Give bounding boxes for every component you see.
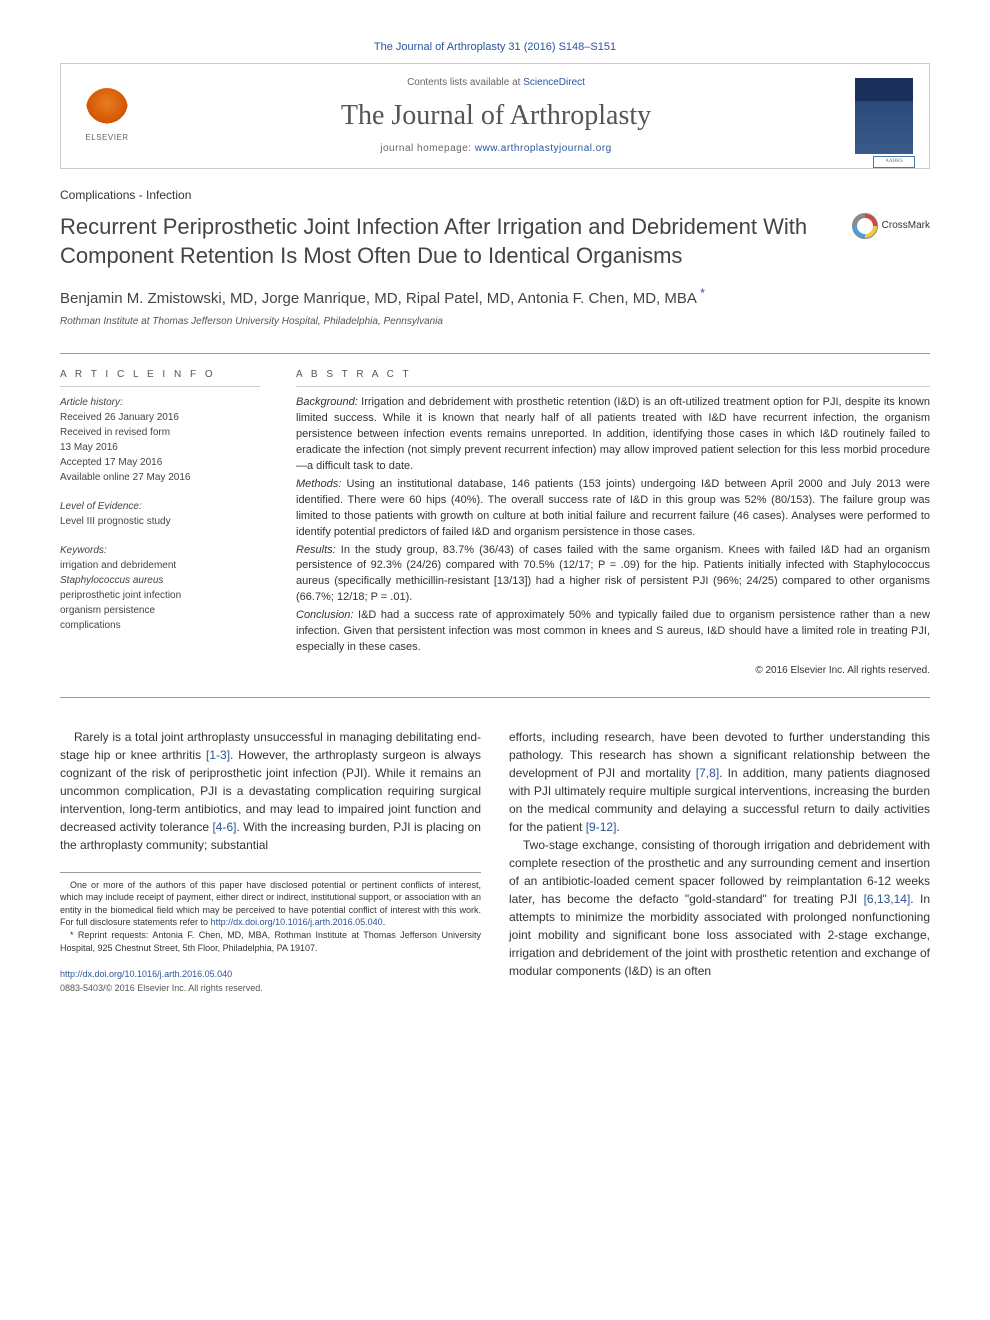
results-text: In the study group, 83.7% (36/43) of cas… bbox=[296, 544, 930, 604]
citation-link[interactable]: [6,13,14] bbox=[864, 892, 911, 906]
article-category: Complications - Infection bbox=[60, 187, 930, 204]
journal-cover-thumbnail[interactable] bbox=[855, 78, 913, 154]
citation-link[interactable]: [9-12] bbox=[586, 820, 617, 834]
history-label: Article history: bbox=[60, 397, 123, 408]
body-paragraph: Two-stage exchange, consisting of thorou… bbox=[509, 836, 930, 980]
abstract-background: Background: Irrigation and debridement w… bbox=[296, 395, 930, 475]
conclusion-text: I&D had a success rate of approximately … bbox=[296, 609, 930, 653]
info-abstract-row: A R T I C L E I N F O Article history: R… bbox=[60, 353, 930, 698]
elsevier-logo[interactable]: ELSEVIER bbox=[77, 81, 137, 151]
body-paragraph: Rarely is a total joint arthroplasty uns… bbox=[60, 728, 481, 854]
abstract-column: A B S T R A C T Background: Irrigation a… bbox=[296, 368, 930, 679]
keyword: organism persistence bbox=[60, 605, 155, 616]
homepage-prefix: journal homepage: bbox=[380, 143, 475, 154]
contents-line: Contents lists available at ScienceDirec… bbox=[137, 76, 855, 90]
reprint-label: * Reprint requests: bbox=[70, 930, 152, 940]
citation-link[interactable]: [1-3] bbox=[206, 748, 230, 762]
article-title: Recurrent Periprosthetic Joint Infection… bbox=[60, 213, 840, 270]
body-paragraph: efforts, including research, have been d… bbox=[509, 728, 930, 836]
history-line: 13 May 2016 bbox=[60, 442, 118, 453]
corresponding-asterisk: * bbox=[700, 286, 705, 300]
history-line: Available online 27 May 2016 bbox=[60, 472, 190, 483]
evidence-value: Level III prognostic study bbox=[60, 516, 171, 527]
body-column-right: efforts, including research, have been d… bbox=[509, 728, 930, 996]
crossmark-icon bbox=[852, 213, 878, 239]
citation-link[interactable]: [7,8] bbox=[696, 766, 719, 780]
methods-label: Methods: bbox=[296, 478, 341, 490]
homepage-link[interactable]: www.arthroplastyjournal.org bbox=[475, 143, 612, 154]
evidence-label: Level of Evidence: bbox=[60, 501, 142, 512]
history-line: Received in revised form bbox=[60, 427, 170, 438]
keyword: Staphylococcus aureus bbox=[60, 575, 163, 586]
sciencedirect-link[interactable]: ScienceDirect bbox=[523, 77, 585, 88]
body-column-left: Rarely is a total joint arthroplasty uns… bbox=[60, 728, 481, 996]
keywords-label: Keywords: bbox=[60, 545, 107, 556]
contents-prefix: Contents lists available at bbox=[407, 77, 523, 88]
crossmark-widget[interactable]: CrossMark bbox=[852, 213, 930, 239]
citation-header: The Journal of Arthroplasty 31 (2016) S1… bbox=[60, 40, 930, 55]
article-info-heading: A R T I C L E I N F O bbox=[60, 368, 260, 387]
authors: Benjamin M. Zmistowski, MD, Jorge Manriq… bbox=[60, 285, 930, 309]
coi-footnote: One or more of the authors of this paper… bbox=[60, 879, 481, 929]
article-info-column: A R T I C L E I N F O Article history: R… bbox=[60, 368, 260, 679]
doi-link[interactable]: http://dx.doi.org/10.1016/j.arth.2016.05… bbox=[60, 969, 232, 979]
abstract-conclusion: Conclusion: I&D had a success rate of ap… bbox=[296, 608, 930, 656]
methods-text: Using an institutional database, 146 pat… bbox=[296, 478, 930, 538]
abstract-copyright: © 2016 Elsevier Inc. All rights reserved… bbox=[296, 664, 930, 679]
crossmark-label: CrossMark bbox=[882, 219, 930, 233]
abstract-results: Results: In the study group, 83.7% (36/4… bbox=[296, 543, 930, 607]
aahks-badge: AAHKS bbox=[873, 156, 915, 168]
results-label: Results: bbox=[296, 544, 336, 556]
footnotes: One or more of the authors of this paper… bbox=[60, 872, 481, 955]
article-history-block: Article history: Received 26 January 201… bbox=[60, 395, 260, 485]
journal-homepage: journal homepage: www.arthroplastyjourna… bbox=[137, 142, 855, 156]
history-line: Received 26 January 2016 bbox=[60, 412, 179, 423]
journal-header-box: ELSEVIER Contents lists available at Sci… bbox=[60, 63, 930, 168]
issn-line: 0883-5403/© 2016 Elsevier Inc. All right… bbox=[60, 983, 263, 993]
journal-title: The Journal of Arthroplasty bbox=[137, 96, 855, 135]
author-list: Benjamin M. Zmistowski, MD, Jorge Manriq… bbox=[60, 290, 696, 307]
citation-link[interactable]: [4-6] bbox=[212, 820, 236, 834]
evidence-block: Level of Evidence: Level III prognostic … bbox=[60, 499, 260, 529]
history-line: Accepted 17 May 2016 bbox=[60, 457, 162, 468]
keyword: complications bbox=[60, 620, 121, 631]
affiliation: Rothman Institute at Thomas Jefferson Un… bbox=[60, 315, 930, 329]
keyword: periprosthetic joint infection bbox=[60, 590, 181, 601]
abstract-heading: A B S T R A C T bbox=[296, 368, 930, 388]
keywords-block: Keywords: irrigation and debridement Sta… bbox=[60, 543, 260, 633]
background-text: Irrigation and debridement with prosthet… bbox=[296, 396, 930, 472]
body-text: Rarely is a total joint arthroplasty uns… bbox=[60, 728, 930, 996]
abstract-methods: Methods: Using an institutional database… bbox=[296, 477, 930, 541]
title-row: Recurrent Periprosthetic Joint Infection… bbox=[60, 213, 930, 284]
keyword: irrigation and debridement bbox=[60, 560, 176, 571]
elsevier-tree-icon bbox=[86, 88, 128, 130]
coi-doi-link[interactable]: http://dx.doi.org/10.1016/j.arth.2016.05… bbox=[211, 917, 383, 927]
conclusion-label: Conclusion: bbox=[296, 609, 353, 621]
elsevier-label: ELSEVIER bbox=[85, 132, 128, 143]
page-footer: http://dx.doi.org/10.1016/j.arth.2016.05… bbox=[60, 968, 481, 995]
background-label: Background: bbox=[296, 396, 358, 408]
body-text-span: . bbox=[616, 820, 619, 834]
reprint-footnote: * Reprint requests: Antonia F. Chen, MD,… bbox=[60, 929, 481, 954]
journal-center: Contents lists available at ScienceDirec… bbox=[137, 76, 855, 155]
